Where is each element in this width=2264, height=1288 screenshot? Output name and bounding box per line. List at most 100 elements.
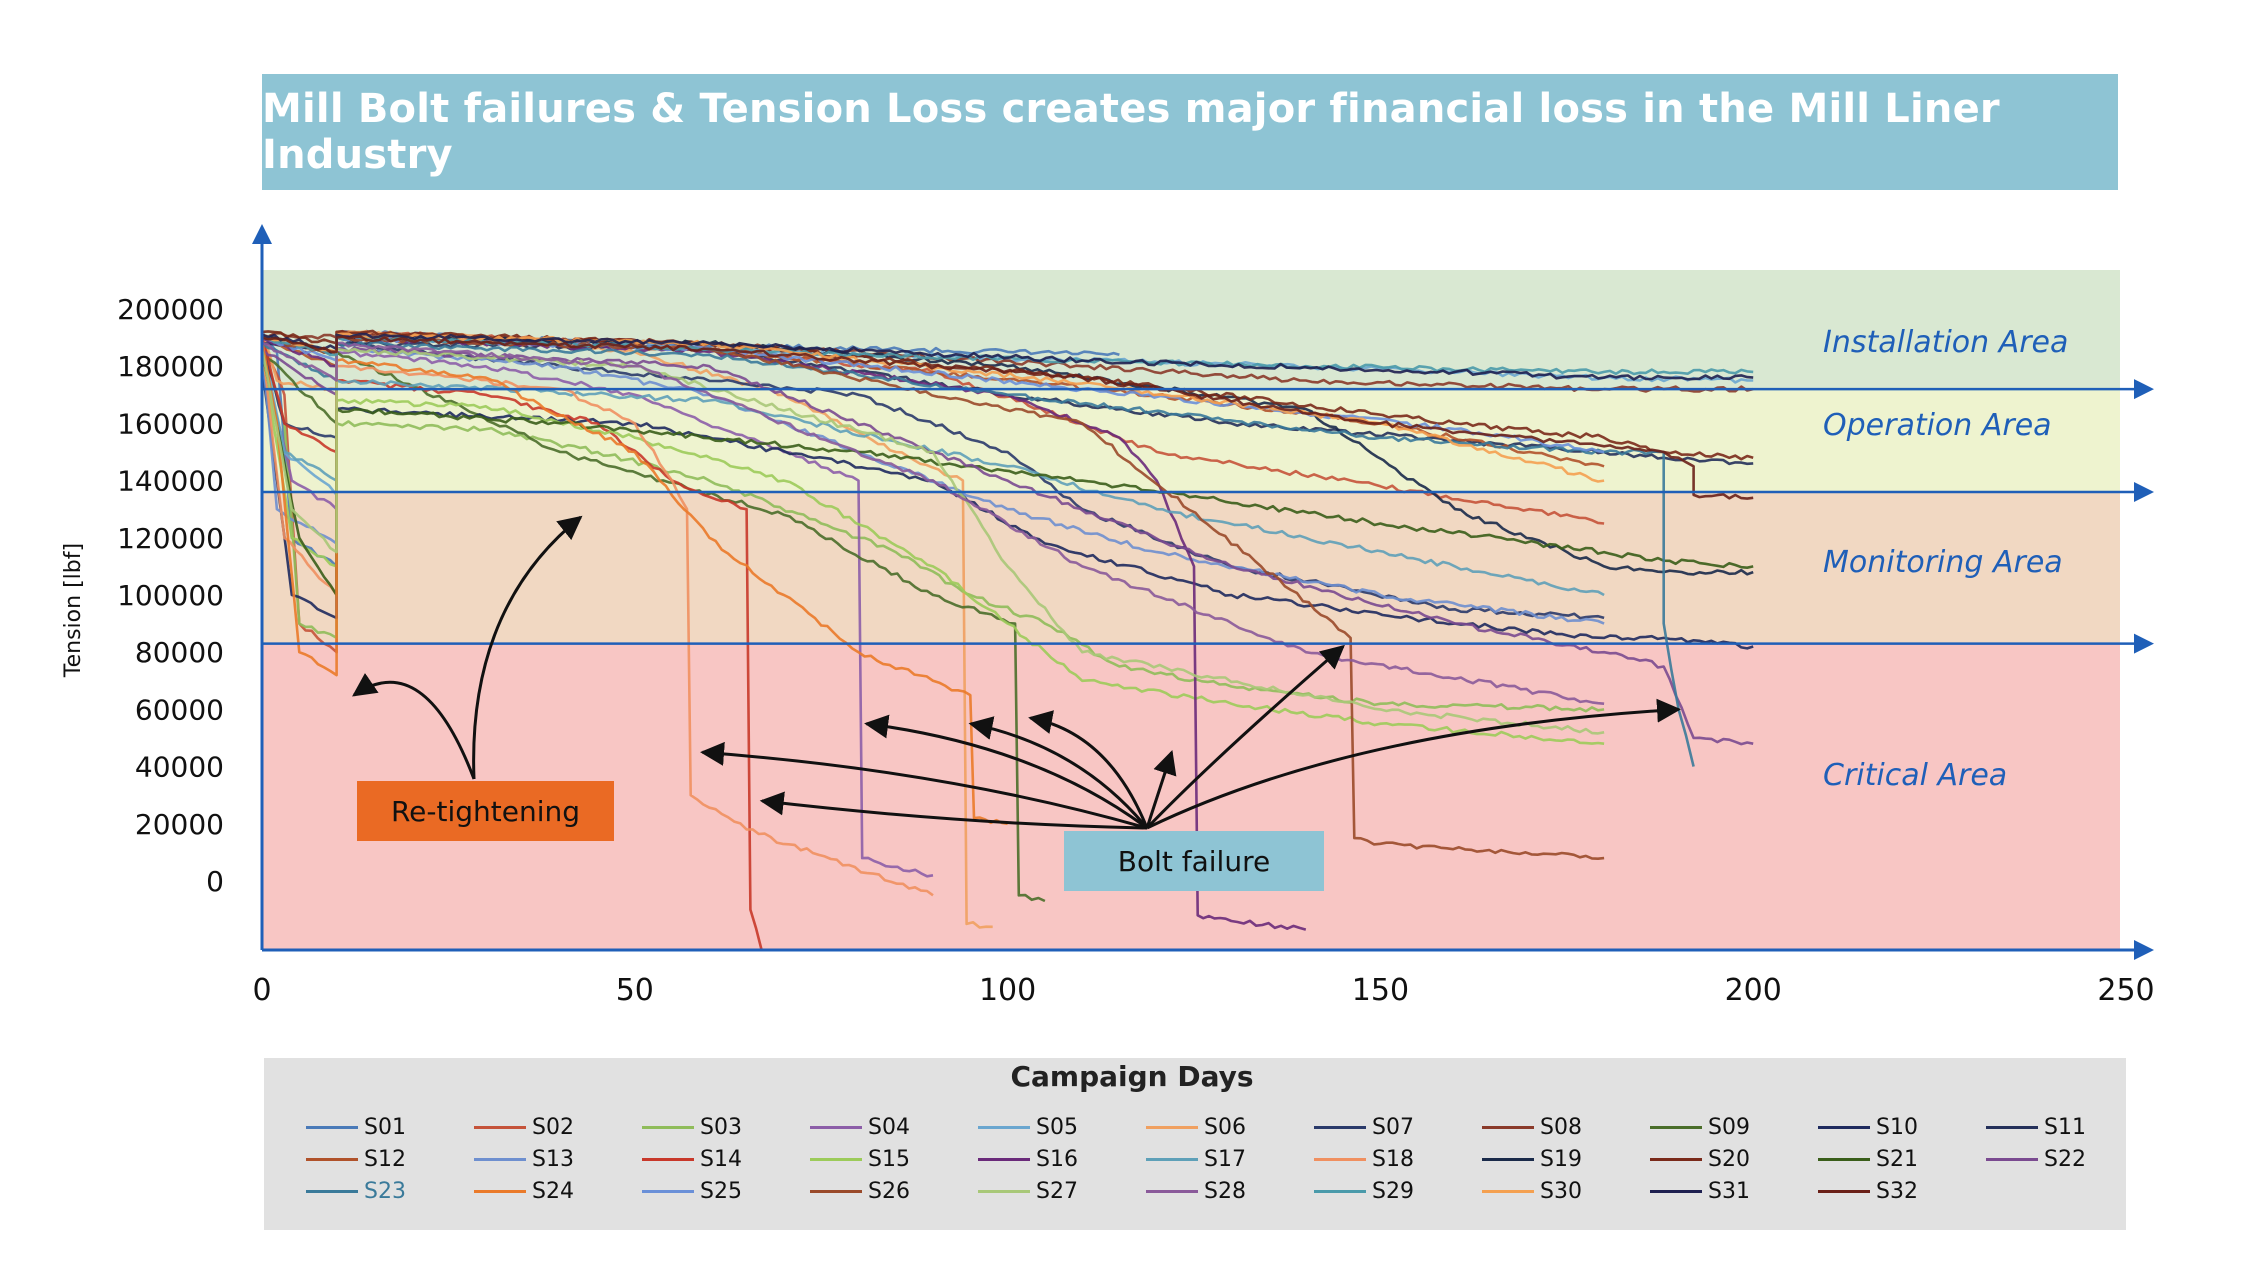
legend-panel: [264, 1058, 2126, 1230]
x-tick-label: 250: [2097, 973, 2154, 1008]
legend-label: S26: [868, 1178, 910, 1204]
threshold-arrowhead-83000: [2134, 633, 2154, 654]
area-label-installation-area: Installation Area: [1823, 325, 2068, 360]
series-line-s32: [261, 335, 1754, 500]
title-banner: Mill Bolt failures & Tension Loss create…: [262, 74, 2118, 190]
legend-label: S28: [1204, 1178, 1246, 1204]
series-line-s20: [261, 329, 1754, 461]
legend-label: S08: [1540, 1114, 1582, 1140]
legend-swatch: [1482, 1157, 1534, 1161]
legend-label: S01: [364, 1114, 406, 1140]
y-axis-arrowhead: [252, 224, 272, 244]
series-line-s09: [261, 350, 1046, 903]
series-line-s27: [260, 347, 1605, 735]
y-tick-label: 0: [206, 865, 224, 898]
series-line-s31: [261, 332, 1754, 381]
x-tick-label: 150: [1352, 973, 1409, 1008]
legend-item-s08: S08: [1482, 1112, 1582, 1142]
area-labels: Installation Area Operation Area Monitorin…: [1823, 325, 2068, 793]
legend-label: S04: [868, 1114, 910, 1140]
legend-item-s07: S07: [1314, 1112, 1414, 1142]
legend-swatch: [1650, 1125, 1702, 1129]
bolt-failure-arrow: [700, 741, 1148, 830]
threshold-arrowhead-136000: [2134, 482, 2154, 503]
legend-swatch: [642, 1157, 694, 1161]
legend-item-s12: S12: [306, 1144, 406, 1174]
bolt-failure-arrow: [759, 791, 1148, 830]
legend-label: S31: [1708, 1178, 1750, 1204]
y-tick-label: 180000: [117, 350, 224, 383]
legend-item-s14: S14: [642, 1144, 742, 1174]
legend-swatch: [1818, 1157, 1870, 1161]
legend-item-s05: S05: [978, 1112, 1078, 1142]
legend-swatch: [1818, 1125, 1870, 1129]
y-axis-title: Tension [lbf]: [61, 543, 86, 678]
legend-item-s04: S04: [810, 1112, 910, 1142]
legend-swatch: [810, 1157, 862, 1161]
legend-label: S18: [1372, 1146, 1414, 1172]
y-tick-label: 60000: [135, 693, 224, 726]
legend-label: S16: [1036, 1146, 1078, 1172]
legend-label: S20: [1708, 1146, 1750, 1172]
legend-label: S30: [1540, 1178, 1582, 1204]
y-tick-label: 80000: [135, 636, 224, 669]
legend-swatch: [306, 1125, 358, 1129]
legend-swatch: [1314, 1189, 1366, 1193]
x-axis-title: Campaign Days: [1010, 1060, 1254, 1093]
bolt-failure-arrow: [968, 716, 1149, 829]
legend-label: S17: [1204, 1146, 1246, 1172]
legend-swatch: [1314, 1157, 1366, 1161]
y-tick-label: 160000: [117, 407, 224, 440]
legend-label: S29: [1372, 1178, 1414, 1204]
chart-title: Mill Bolt failures & Tension Loss create…: [262, 86, 2000, 178]
legend-label: S21: [1876, 1146, 1918, 1172]
legend-label: S22: [2044, 1146, 2086, 1172]
legend-swatch: [1482, 1189, 1534, 1193]
area-bands: [262, 270, 2120, 950]
legend-item-s31: S31: [1650, 1176, 1750, 1206]
series-line-s15: [260, 351, 1605, 745]
bolt-failure-callout: Bolt failure: [1064, 831, 1324, 891]
legend-swatch: [1650, 1157, 1702, 1161]
x-tick-label: 50: [616, 973, 654, 1008]
legend-swatch: [474, 1157, 526, 1161]
legend-item-s29: S29: [1314, 1176, 1414, 1206]
legend-swatch: [1482, 1125, 1534, 1129]
legend-item-s27: S27: [978, 1176, 1078, 1206]
legend-item-s01: S01: [306, 1112, 406, 1142]
legend-item-s25: S25: [642, 1176, 742, 1206]
legend-label: S11: [2044, 1114, 2086, 1140]
legend-item-s03: S03: [642, 1112, 742, 1142]
legend-item-s26: S26: [810, 1176, 910, 1206]
y-tick-label: 40000: [135, 751, 224, 784]
series-line-s23: [261, 340, 1695, 767]
legend-swatch: [810, 1125, 862, 1129]
bolt-failure-arrow: [864, 714, 1148, 830]
series-line-s18: [260, 343, 934, 897]
legend-swatch: [1146, 1157, 1198, 1161]
legend-swatch: [810, 1189, 862, 1193]
retightening-callout: Re-tightening: [357, 781, 614, 841]
legend-item-s22: S22: [1986, 1144, 2086, 1174]
legend-label: S32: [1876, 1178, 1918, 1204]
legend-swatch: [1650, 1189, 1702, 1193]
legend-item-s17: S17: [1146, 1144, 1246, 1174]
legend-label: S15: [868, 1146, 910, 1172]
legend-label: S06: [1204, 1114, 1246, 1140]
y-tick-label: 200000: [117, 293, 224, 326]
legend-swatch: [306, 1189, 358, 1193]
legend-label: S13: [532, 1146, 574, 1172]
x-tick-label: 100: [979, 973, 1036, 1008]
area-label-critical-area: Critical Area: [1823, 758, 2007, 793]
legend-swatch: [642, 1189, 694, 1193]
axes: [252, 224, 2154, 960]
legend-swatch: [1146, 1125, 1198, 1129]
legend-item-s11: S11: [1986, 1112, 2086, 1142]
legend-label: S12: [364, 1146, 406, 1172]
legend-swatch: [1986, 1157, 2038, 1161]
x-axis-arrowhead: [2134, 940, 2154, 960]
legend-swatch: [474, 1125, 526, 1129]
y-tick-label: 100000: [117, 579, 224, 612]
legend-label: S23: [364, 1178, 406, 1204]
legend-label: S14: [700, 1146, 742, 1172]
